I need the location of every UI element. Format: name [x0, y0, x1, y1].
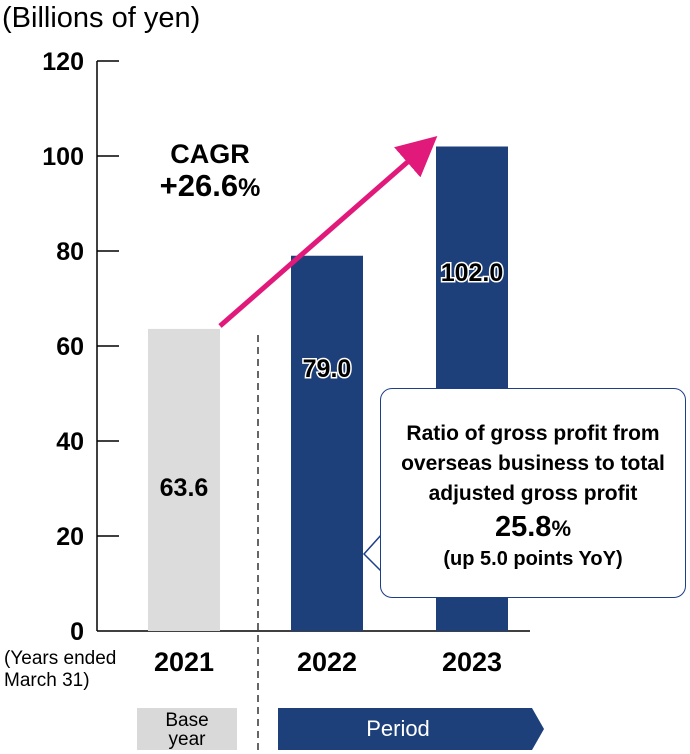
y-tick-label: 120	[42, 48, 84, 76]
y-tick-label: 40	[56, 428, 84, 456]
cagr-value: +26.6	[159, 168, 239, 203]
bar-value-label-2023: 102.0	[441, 259, 504, 287]
growth-arrow	[218, 135, 438, 328]
y-tick-label: 100	[42, 143, 84, 171]
period-band: Period	[278, 708, 544, 750]
callout-yoy: (up 5.0 points YoY)	[443, 548, 623, 570]
cagr-annotation: CAGR +26.6%	[120, 138, 300, 204]
bar-value-label-2022: 79.0	[303, 355, 352, 383]
callout-line-3: adjusted gross profit	[428, 482, 638, 505]
cagr-unit: %	[238, 174, 261, 202]
period-band-label: Period	[366, 716, 430, 741]
period-band-shape	[278, 708, 544, 750]
callout-ratio-value: 25.8	[494, 511, 552, 543]
bar-2021	[148, 328, 220, 631]
cagr-value-line: +26.6%	[120, 170, 300, 204]
bar-value-label-2021: 63.6	[160, 474, 209, 502]
x-category-label-2022: 2022	[297, 647, 357, 677]
y-axis-unit-label: (Billions of yen)	[2, 2, 201, 34]
bar-2022	[291, 255, 363, 631]
fiscal-year-note-line2: March 31)	[4, 670, 90, 691]
base-year-band: Base year	[137, 708, 237, 750]
cagr-label: CAGR	[170, 139, 250, 169]
base-year-band-line1: Base	[165, 710, 209, 731]
y-tick-label: 60	[56, 333, 84, 361]
x-category-label-2021: 2021	[154, 647, 214, 677]
callout-ratio: 25.8%	[381, 510, 685, 546]
y-tick-label: 20	[56, 523, 84, 551]
x-category-label-2023: 2023	[442, 647, 502, 677]
fiscal-year-note-line1: (Years ended	[4, 648, 117, 669]
callout-line-2: overseas business to total	[401, 452, 665, 475]
y-tick-label: 80	[56, 238, 84, 266]
callout-line-1: Ratio of gross profit from	[406, 422, 660, 445]
base-year-band-line2: year	[168, 729, 206, 750]
overseas-ratio-callout: Ratio of gross profit from overseas busi…	[380, 388, 686, 598]
callout-ratio-unit: %	[551, 516, 571, 541]
fiscal-year-note: (Years ended March 31)	[4, 648, 116, 692]
y-tick-label: 0	[70, 618, 84, 646]
